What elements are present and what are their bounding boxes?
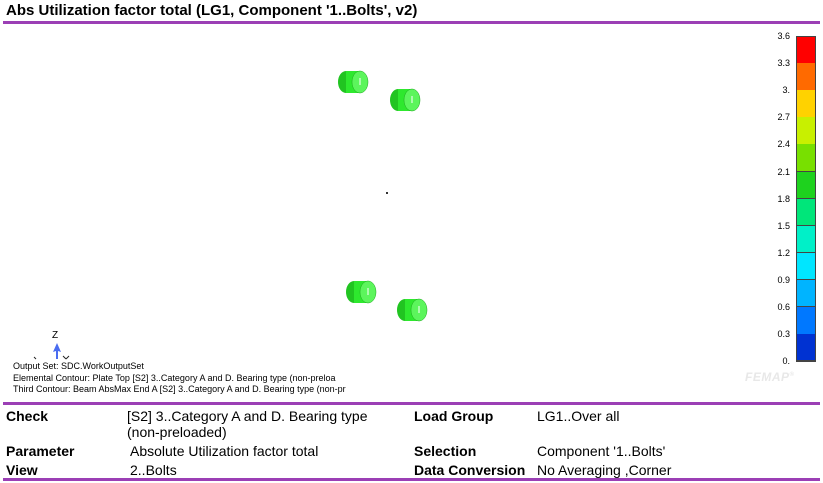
- model-viewport[interactable]: [3, 24, 820, 402]
- parameter-value: Absolute Utilization factor total: [130, 443, 319, 459]
- result-title: Abs Utilization factor total (LG1, Compo…: [6, 2, 418, 19]
- bolt-4[interactable]: [395, 296, 429, 324]
- xy-axis-tips-icon: [33, 355, 70, 360]
- z-axis-arrow-icon: [53, 343, 61, 359]
- femap-watermark: FEMAP®: [745, 370, 795, 384]
- bolt-1[interactable]: [336, 68, 370, 96]
- axis-triad: Z: [33, 325, 90, 365]
- legend-tick-label: 3.3: [777, 58, 790, 69]
- legend-tick-label: 0.9: [777, 274, 790, 285]
- check-label: Check: [6, 408, 49, 424]
- view-value: 2..Bolts: [130, 462, 177, 478]
- legend-tick-label: 1.8: [777, 193, 790, 204]
- legend-tick-label: 1.5: [777, 220, 790, 231]
- femap-watermark-text: FEMAP: [745, 370, 790, 384]
- third-contour-line: Third Contour: Beam AbsMax End A [S2] 3.…: [13, 384, 346, 394]
- model-center-point: [386, 192, 388, 194]
- legend-tick-label: 0.6: [777, 302, 790, 312]
- legend-tick-label: 0.: [782, 356, 790, 367]
- output-set-line: Output Set: SDC.WorkOutputSet: [13, 361, 144, 371]
- check-value: [S2] 3..Category A and D. Bearing type (…: [127, 408, 368, 440]
- legend-swatch: [796, 225, 816, 254]
- title-divider: [3, 21, 820, 24]
- legend-tick-label: 2.7: [777, 112, 790, 123]
- legend-tick-label: 2.1: [777, 166, 790, 177]
- legend-tick-label: 0.3: [777, 329, 790, 340]
- elemental-contour-line: Elemental Contour: Plate Top [S2] 3..Cat…: [13, 372, 336, 383]
- selection-value: Component '1..Bolts': [537, 443, 666, 459]
- info-top-divider: [3, 402, 820, 405]
- load-group-value: LG1..Over all: [537, 408, 620, 424]
- legend-frame: [796, 36, 816, 362]
- legend-tick-label: 2.4: [777, 139, 790, 150]
- legend-swatch: [796, 334, 816, 362]
- legend-tick-label: 3.6: [777, 31, 790, 41]
- legend-tick-label: 1.2: [777, 247, 790, 258]
- bolt-2[interactable]: [388, 86, 422, 114]
- legend-swatch: [796, 144, 816, 172]
- data-conversion-label: Data Conversion: [414, 462, 526, 478]
- info-bottom-divider: [3, 478, 820, 481]
- parameter-label: Parameter: [6, 443, 75, 459]
- selection-label: Selection: [414, 443, 477, 459]
- bolt-3[interactable]: [344, 278, 378, 306]
- view-label: View: [6, 462, 38, 478]
- legend-swatch: [796, 279, 816, 308]
- legend-swatch: [796, 90, 816, 118]
- legend-tick-label: 3.: [782, 85, 790, 96]
- load-group-label: Load Group: [414, 408, 494, 424]
- data-conversion-value: No Averaging ,Corner: [537, 462, 672, 478]
- axis-z-label: Z: [52, 330, 59, 341]
- output-info: Output Set: SDC.WorkOutputSet Elemental …: [13, 361, 346, 396]
